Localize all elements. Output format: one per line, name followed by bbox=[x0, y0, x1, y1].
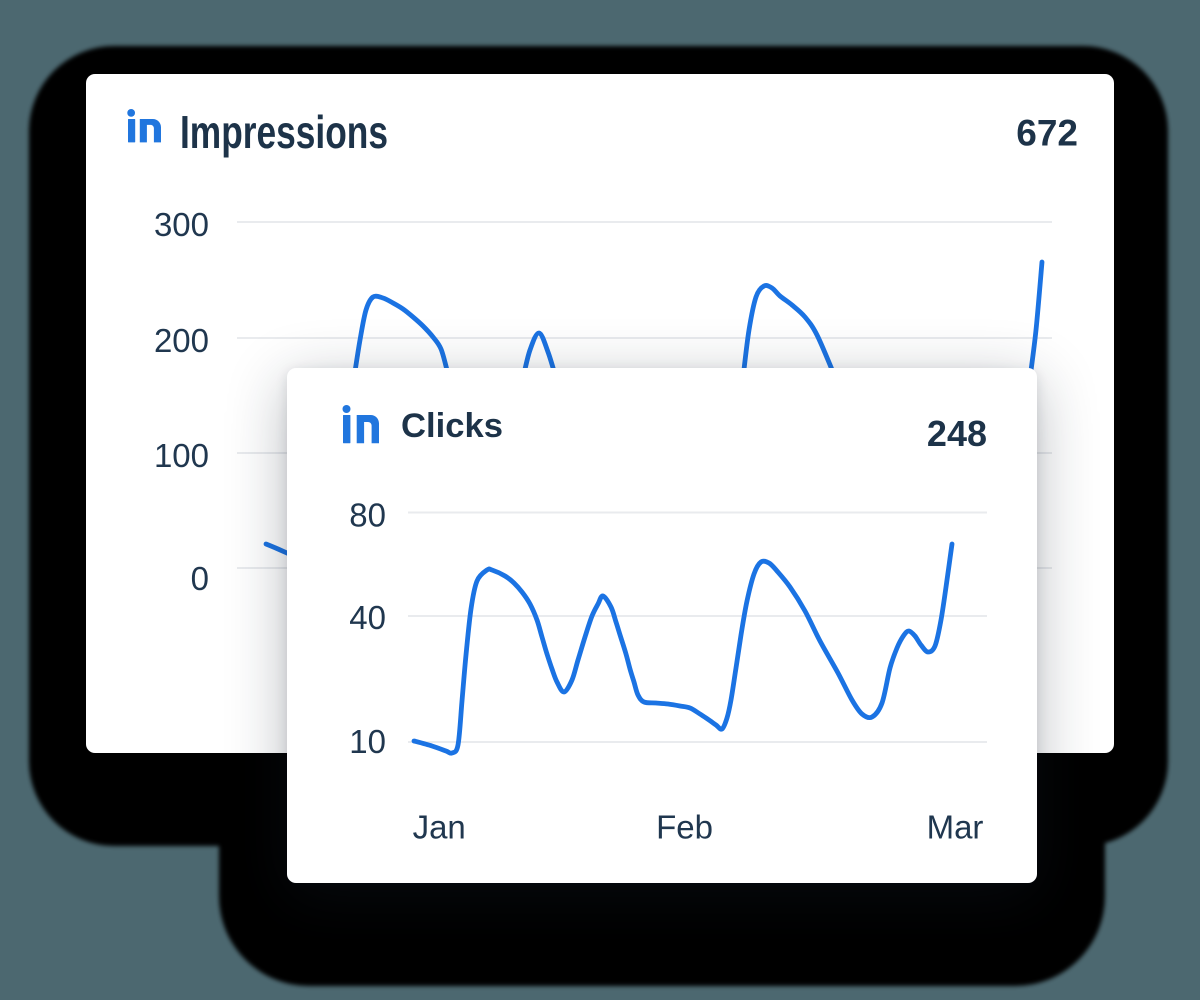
svg-text:100: 100 bbox=[154, 437, 209, 474]
svg-text:40: 40 bbox=[349, 599, 386, 636]
svg-text:672: 672 bbox=[1016, 113, 1078, 154]
svg-text:10: 10 bbox=[349, 723, 386, 760]
svg-text:Impressions: Impressions bbox=[180, 106, 388, 158]
svg-text:Feb: Feb bbox=[656, 809, 713, 846]
svg-text:200: 200 bbox=[154, 322, 209, 359]
svg-text:300: 300 bbox=[154, 206, 209, 243]
svg-text:80: 80 bbox=[349, 497, 386, 534]
svg-text:Mar: Mar bbox=[927, 809, 984, 846]
svg-text:Jan: Jan bbox=[413, 809, 466, 846]
svg-text:0: 0 bbox=[191, 560, 209, 597]
svg-text:248: 248 bbox=[927, 413, 987, 454]
svg-text:Clicks: Clicks bbox=[401, 407, 503, 445]
